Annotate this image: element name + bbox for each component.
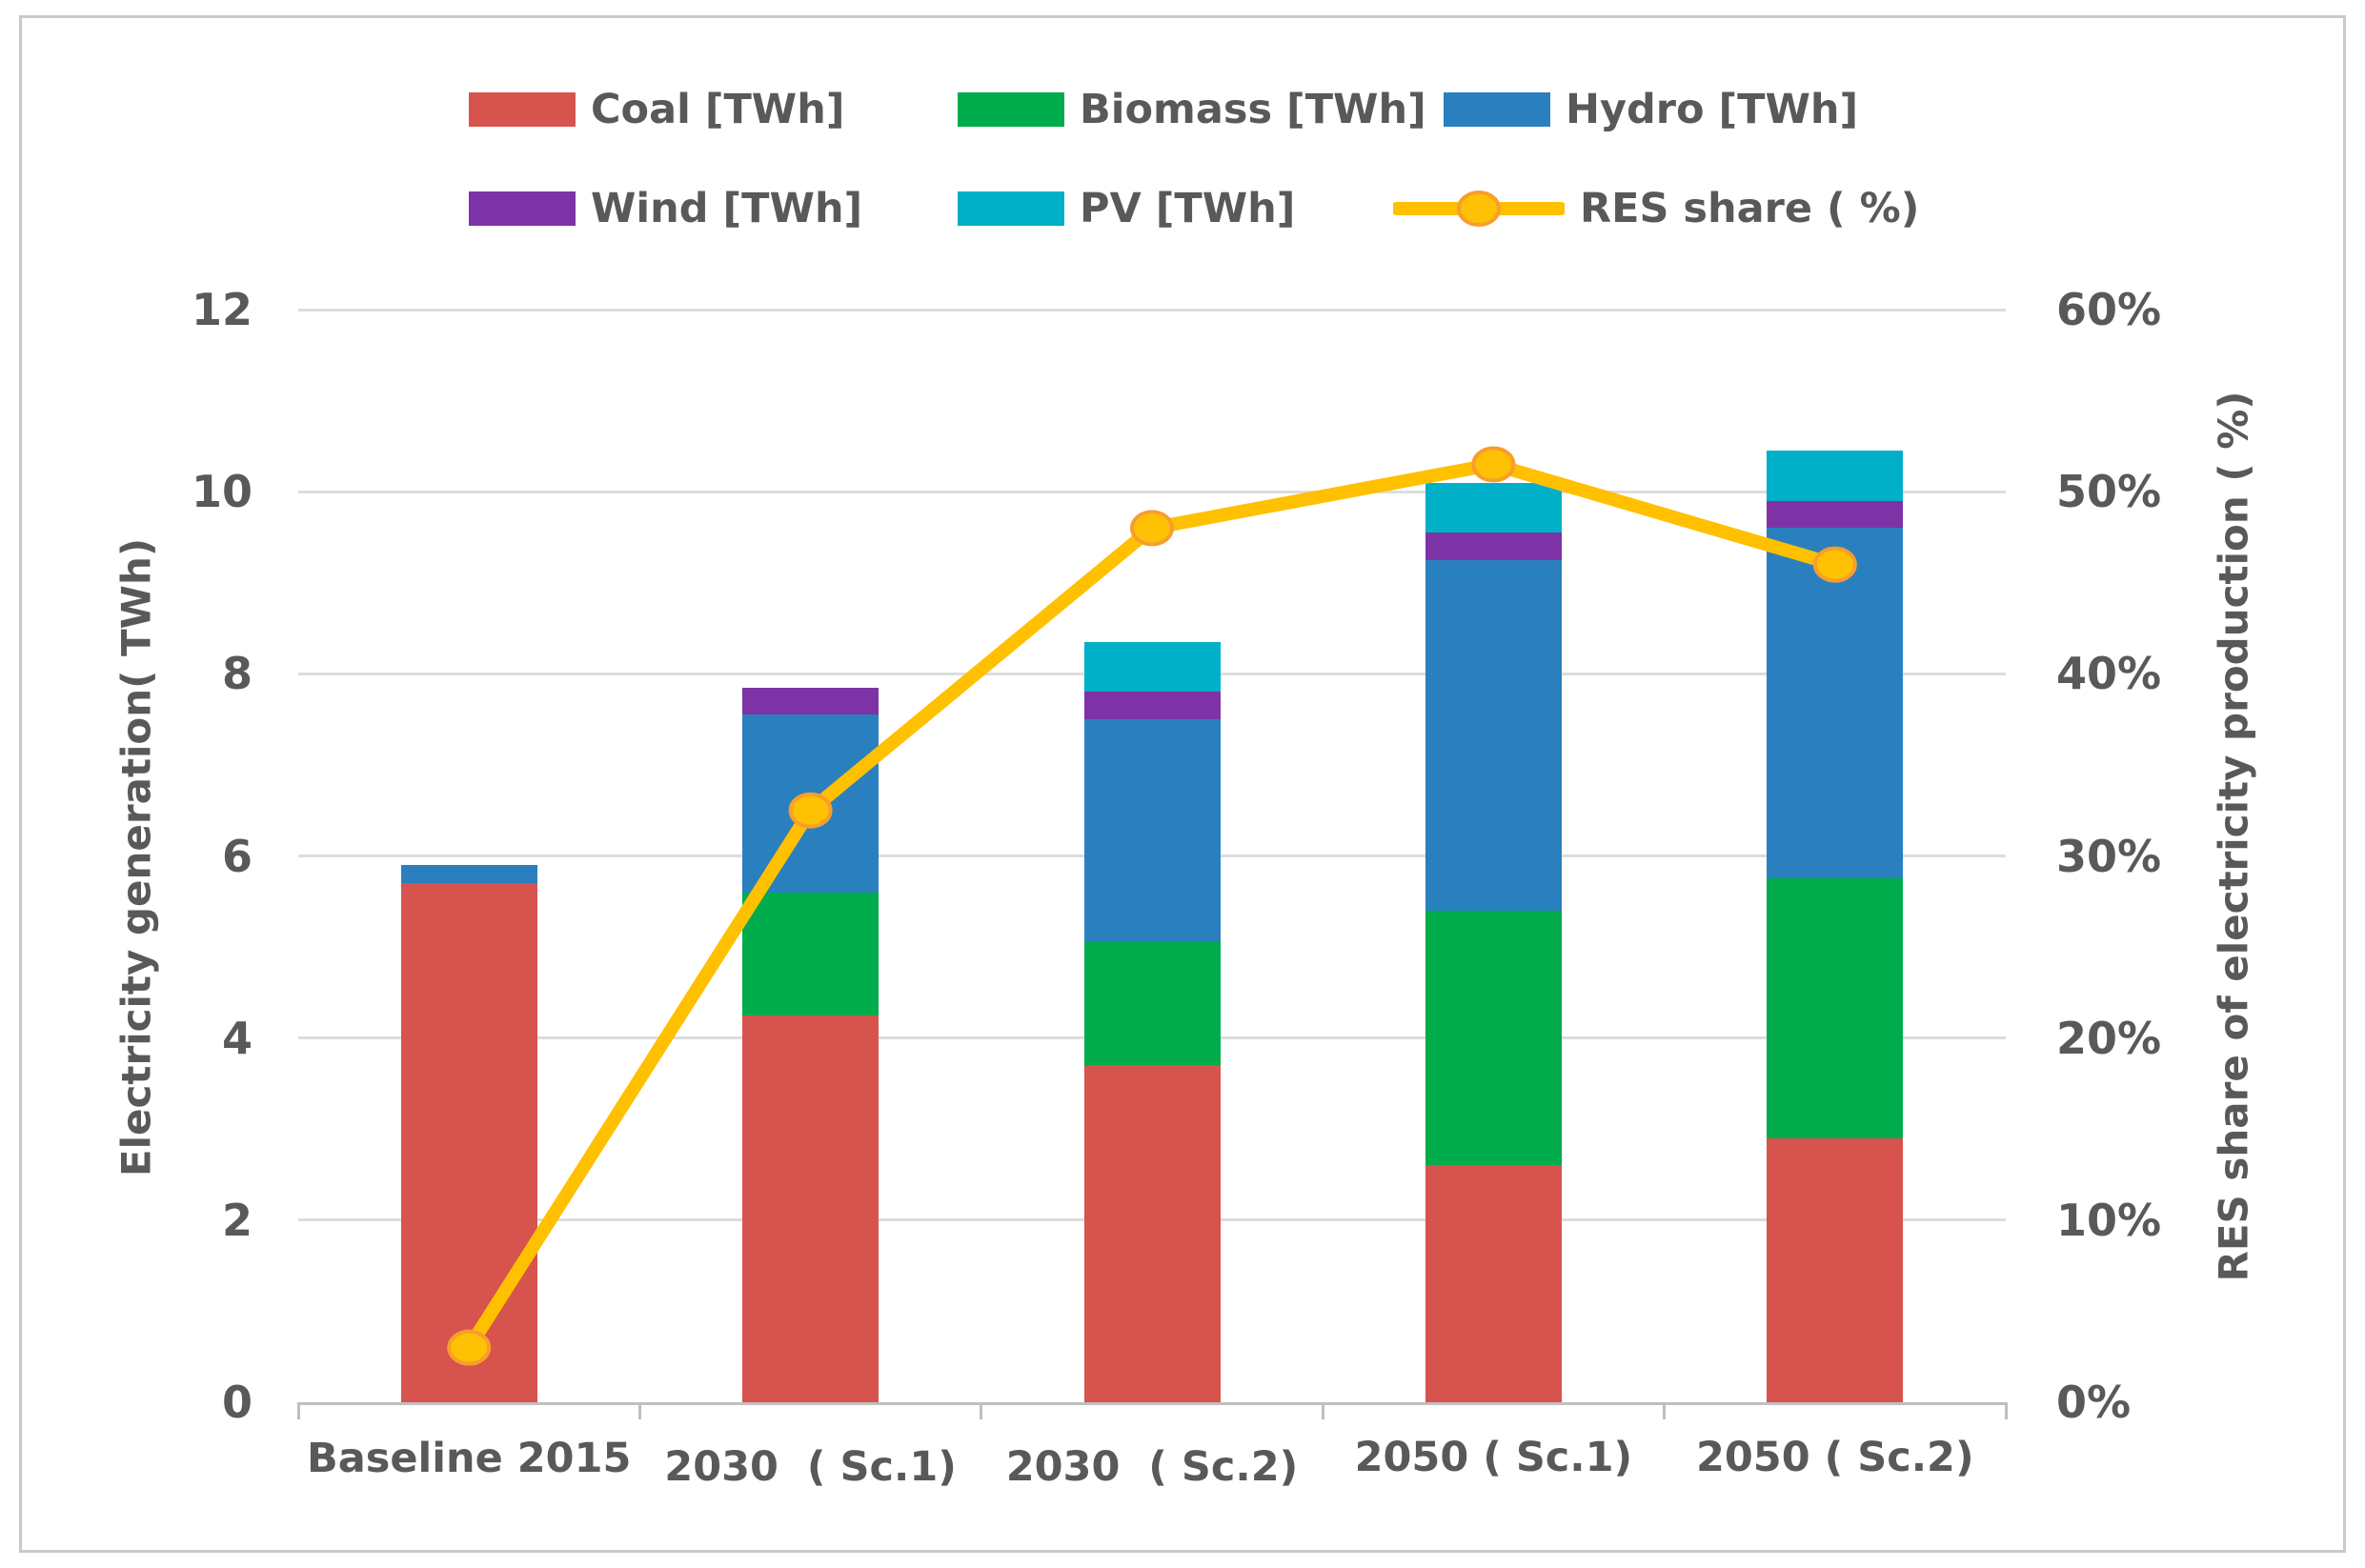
legend-item-biomass: Biomass [TWh] bbox=[958, 86, 1426, 133]
legend-item-coal: Coal [TWh] bbox=[469, 86, 845, 133]
x-axis-label: 2030 ( Sc.1) bbox=[664, 1443, 957, 1491]
chart-border bbox=[19, 15, 2346, 1553]
bar-segment-wind bbox=[1083, 692, 1221, 720]
res-share-marker bbox=[788, 792, 833, 829]
legend-item-pv: PV [TWh] bbox=[958, 185, 1296, 232]
y2-axis-tick-label: 20% bbox=[2056, 1012, 2162, 1064]
x-axis-tickmark bbox=[637, 1402, 641, 1419]
y2-axis-tick-label: 30% bbox=[2056, 830, 2162, 882]
x-axis-tickmark bbox=[2004, 1402, 2008, 1419]
legend-item-res-share: RES share ( %) bbox=[1393, 185, 1920, 232]
y2-axis-tick-label: 60% bbox=[2056, 284, 2162, 335]
bar-segment-biomass bbox=[1767, 878, 1904, 1138]
bar-segment-hydro bbox=[400, 865, 537, 884]
bar-segment-hydro bbox=[1425, 559, 1562, 911]
y-axis-tick-label: 10 bbox=[191, 466, 253, 518]
bar-segment-hydro bbox=[1767, 528, 1904, 879]
x-axis-tickmark bbox=[1321, 1402, 1324, 1419]
bar-segment-hydro bbox=[1083, 719, 1221, 943]
res-share-line-icon bbox=[1393, 191, 1565, 227]
y-axis-tick-label: 0 bbox=[221, 1377, 253, 1428]
bar-segment-biomass bbox=[742, 892, 879, 1015]
y2-axis-tick-label: 0% bbox=[2056, 1377, 2132, 1428]
y2-axis-tick-label: 40% bbox=[2056, 648, 2162, 700]
x-axis-label: 2030 ( Sc.2) bbox=[1005, 1443, 1299, 1491]
bar-segment-coal bbox=[1083, 1065, 1221, 1402]
res-share-line bbox=[462, 457, 1842, 1355]
bar-segment-coal bbox=[400, 883, 537, 1402]
legend-swatch-wind bbox=[469, 191, 576, 226]
y-axis-tick-label: 6 bbox=[221, 830, 253, 882]
gridline bbox=[298, 490, 2006, 493]
legend-item-wind: Wind [TWh] bbox=[469, 185, 863, 232]
bar-segment-coal bbox=[1425, 1165, 1562, 1402]
res-share-marker bbox=[1812, 546, 1857, 583]
bar-segment-pv bbox=[1767, 451, 1904, 501]
res-share-marker bbox=[1130, 510, 1174, 547]
y2-axis-tick-label: 50% bbox=[2056, 466, 2162, 518]
legend-label-hydro: Hydro [TWh] bbox=[1566, 86, 1859, 133]
res-share-marker bbox=[1471, 446, 1516, 483]
x-axis-line bbox=[298, 1402, 2006, 1405]
legend-label-coal: Coal [TWh] bbox=[591, 86, 845, 133]
res-share-marker bbox=[447, 1329, 492, 1366]
x-axis-label: Baseline 2015 bbox=[306, 1435, 632, 1482]
y-axis-tick-label: 4 bbox=[221, 1012, 253, 1064]
legend-item-hydro: Hydro [TWh] bbox=[1444, 86, 1859, 133]
y-axis-tick-label: 8 bbox=[221, 648, 253, 700]
bar-segment-biomass bbox=[1083, 942, 1221, 1066]
legend-label-wind: Wind [TWh] bbox=[591, 185, 863, 232]
gridline bbox=[298, 308, 2006, 312]
x-axis-tickmark bbox=[296, 1402, 300, 1419]
legend-swatch-biomass bbox=[958, 92, 1064, 127]
x-axis-tickmark bbox=[980, 1402, 983, 1419]
y2-axis-tick-label: 10% bbox=[2056, 1194, 2162, 1246]
legend-swatch-coal bbox=[469, 92, 576, 127]
legend-label-biomass: Biomass [TWh] bbox=[1080, 86, 1426, 133]
bar-segment-wind bbox=[1425, 533, 1562, 560]
bar-segment-coal bbox=[1767, 1137, 1904, 1402]
y-axis-tick-label: 2 bbox=[221, 1194, 253, 1246]
bar-segment-wind bbox=[1767, 500, 1904, 529]
bar-segment-biomass bbox=[1425, 910, 1562, 1166]
x-axis-tickmark bbox=[1663, 1402, 1667, 1419]
legend-label-pv: PV [TWh] bbox=[1080, 185, 1296, 232]
x-axis-label: 2050 ( Sc.1) bbox=[1354, 1434, 1633, 1481]
y-axis-tick-label: 12 bbox=[191, 284, 253, 335]
legend-swatch-pv bbox=[958, 191, 1064, 226]
legend-swatch-hydro bbox=[1444, 92, 1550, 127]
legend-label-res-share: RES share ( %) bbox=[1580, 185, 1920, 232]
x-axis-label: 2050 ( Sc.2) bbox=[1695, 1434, 1974, 1481]
bar-segment-pv bbox=[1083, 641, 1221, 693]
bar-segment-coal bbox=[742, 1015, 879, 1402]
bar-segment-wind bbox=[742, 687, 879, 715]
bar-segment-pv bbox=[1425, 482, 1562, 533]
